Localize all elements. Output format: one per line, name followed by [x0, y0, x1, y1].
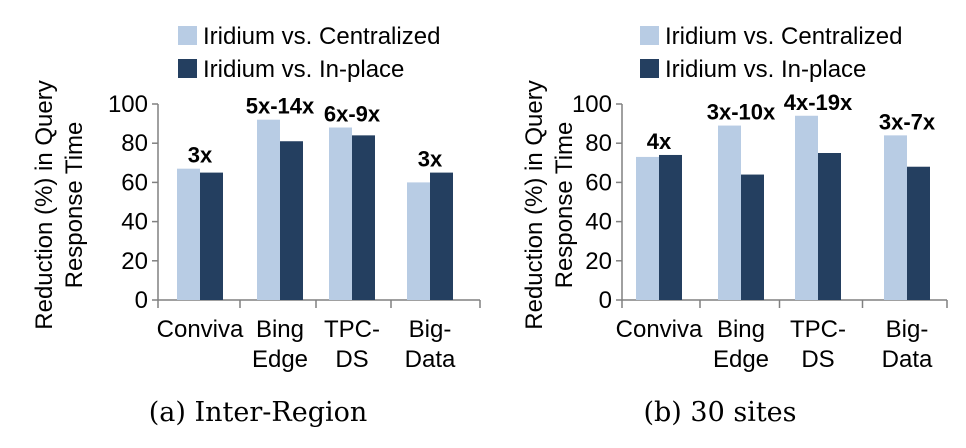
x-category-label: Data: [882, 346, 933, 373]
bar-inplace: [907, 166, 930, 300]
y-tick-label: 40: [121, 209, 148, 236]
chart-panel-b: 0 20 40 60 80 100 4x 3x-10x 4x-19x 3x-7x Conviva Bi…: [521, 23, 948, 428]
bar-inplace: [200, 172, 223, 300]
bar-inplace: [659, 154, 682, 300]
data-annotation: 3x: [188, 143, 213, 168]
x-category-label: Edge: [252, 346, 308, 373]
x-category-label: Conviva: [157, 316, 244, 343]
data-annotation: 3x-10x: [707, 100, 776, 125]
legend-label: Iridium vs. In-place: [665, 56, 866, 83]
legend-label: Iridium vs. Centralized: [665, 23, 902, 50]
data-annotation: 4x-19x: [784, 90, 853, 115]
y-tick-label: 20: [585, 248, 612, 275]
y-tick-label: 80: [121, 130, 148, 157]
y-tick-label: 100: [108, 91, 148, 118]
x-category-label: Conviva: [616, 316, 703, 343]
chart-caption: (b) 30 sites: [643, 397, 796, 428]
y-tick-label: 60: [585, 169, 612, 196]
x-category-label: Big-: [886, 316, 929, 343]
bar-inplace: [280, 141, 303, 300]
y-tick-label: 60: [121, 169, 148, 196]
bar-centralized: [177, 168, 200, 300]
bar-centralized: [795, 115, 818, 300]
y-tick-label: 0: [599, 287, 612, 314]
x-category-label: Bing: [256, 316, 304, 343]
x-category-label: DS: [335, 346, 368, 373]
bar-inplace: [352, 135, 375, 300]
bar-centralized: [329, 127, 352, 301]
bar-centralized: [407, 182, 430, 300]
bar-centralized: [884, 135, 907, 300]
chart-panel-a: 0 20 40 60 80 100 3x 5x-14x 6x-9x 3x Conviva Bing Ed…: [31, 23, 481, 428]
data-annotation: 5x-14x: [246, 94, 315, 119]
legend-label: Iridium vs. Centralized: [203, 23, 440, 50]
y-tick-label: 100: [572, 91, 612, 118]
y-tick-label: 80: [585, 130, 612, 157]
legend-swatch-inplace: [640, 59, 659, 78]
bar-inplace: [741, 174, 764, 300]
data-annotation: 4x: [647, 129, 672, 154]
legend-swatch-centralized: [178, 26, 197, 45]
y-tick-label: 40: [585, 209, 612, 236]
y-axis-label: Reduction (%) in Query: [31, 80, 58, 329]
x-category-label: Data: [405, 346, 456, 373]
y-axis-label: Response Time: [61, 122, 88, 289]
y-axis-label: Reduction (%) in Query: [521, 80, 548, 329]
x-category-label: Edge: [713, 346, 769, 373]
chart-caption: (a) Inter-Region: [149, 397, 368, 428]
bar-centralized: [718, 125, 741, 300]
data-annotation: 3x-7x: [879, 109, 936, 134]
bar-centralized: [636, 156, 659, 300]
x-category-label: Big-: [409, 316, 452, 343]
bar-centralized: [257, 119, 280, 301]
x-category-label: TPC-: [324, 316, 380, 343]
data-annotation: 3x: [418, 147, 443, 172]
bar-inplace: [818, 153, 841, 300]
x-category-label: DS: [801, 346, 834, 373]
y-tick-label: 0: [135, 287, 148, 314]
legend-swatch-inplace: [178, 59, 197, 78]
x-category-label: Bing: [717, 316, 765, 343]
legend-label: Iridium vs. In-place: [203, 56, 404, 83]
y-axis-label: Response Time: [551, 122, 578, 289]
data-annotation: 6x-9x: [324, 102, 381, 127]
legend-swatch-centralized: [640, 26, 659, 45]
bar-inplace: [430, 172, 453, 300]
x-category-label: TPC-: [790, 316, 846, 343]
y-tick-label: 20: [121, 248, 148, 275]
